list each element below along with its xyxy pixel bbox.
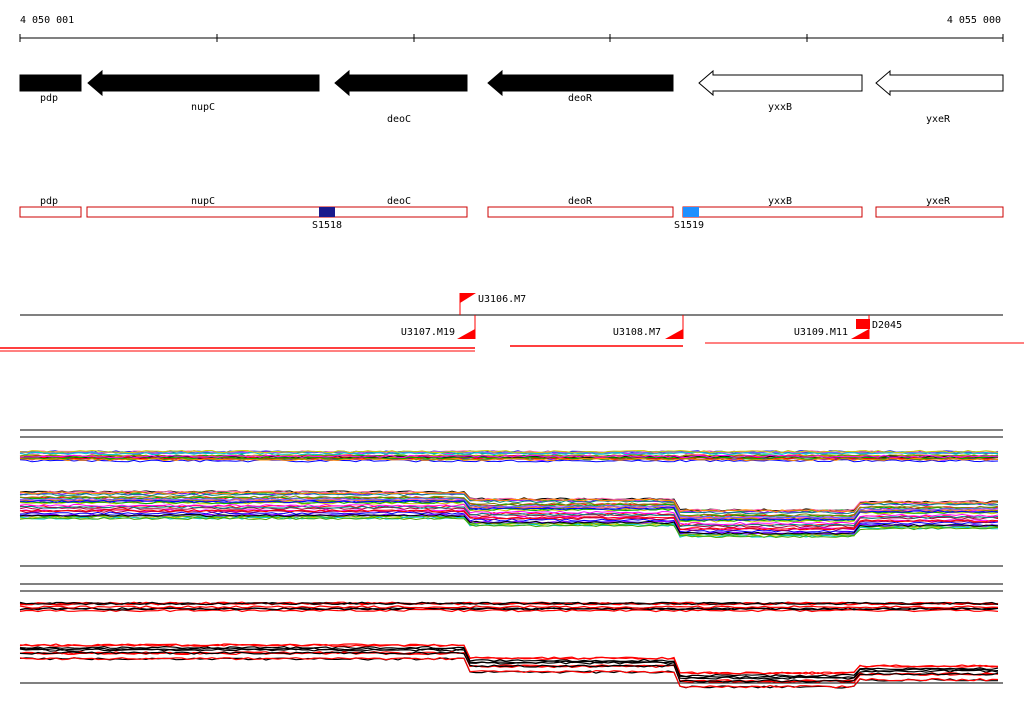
segment-box[interactable]	[682, 206, 863, 218]
unit-flag[interactable]	[457, 329, 475, 339]
segment-box[interactable]	[875, 206, 1004, 218]
gene-arrow[interactable]	[87, 69, 320, 97]
unit-label: D2045	[872, 320, 902, 331]
gene-label: pdp	[40, 93, 58, 104]
unit-flag[interactable]	[851, 329, 869, 339]
gene-nupC[interactable]: nupC	[87, 69, 320, 113]
segment-box[interactable]	[86, 206, 468, 218]
segment-yxxB[interactable]: yxxB S1519	[674, 196, 863, 231]
profile-line	[19, 513, 999, 535]
profile-line	[19, 651, 999, 683]
unit-label: U3108.M7	[613, 327, 661, 338]
profile-line	[19, 493, 999, 515]
profile-line	[19, 495, 999, 517]
profile-line	[20, 499, 999, 521]
gene-label: yxeR	[926, 114, 951, 125]
profile-line	[19, 601, 999, 606]
coordinate-ruler: 4 050 001 4 055 000	[19, 15, 1004, 42]
expression-profiles-lower	[19, 583, 1003, 689]
segment-box[interactable]	[487, 206, 674, 218]
transcript-down-unit[interactable]: U3108.M7	[613, 315, 684, 339]
gene-deoC[interactable]: deoC	[334, 69, 468, 125]
profile-line	[19, 515, 999, 537]
gene-label: nupC	[191, 102, 215, 113]
segment-pdp[interactable]: pdp	[19, 196, 82, 218]
site-marker-s1519[interactable]	[683, 207, 699, 217]
unit-flag[interactable]	[665, 329, 683, 339]
profile-line	[19, 516, 999, 539]
profile-line	[19, 656, 999, 689]
profile-line	[19, 648, 999, 680]
transcript-track: U3106.M7 U3107.M19 U3108.M7 U3109.M11 D2…	[0, 293, 1024, 352]
profile-line	[19, 607, 999, 611]
segment-box[interactable]	[19, 206, 82, 218]
profile-line	[19, 514, 999, 536]
profile-line	[19, 497, 999, 519]
segment-deoR[interactable]: deoR	[487, 196, 674, 218]
segment-label: pdp	[40, 196, 58, 207]
gene-label: yxxB	[768, 102, 792, 113]
transcript-up-unit[interactable]: U3106.M7	[459, 293, 526, 315]
gene-arrow[interactable]	[334, 69, 468, 97]
gene-arrow[interactable]	[875, 69, 1004, 97]
profile-line	[19, 454, 999, 459]
ruler-start-label: 4 050 001	[20, 15, 74, 26]
profile-line	[19, 505, 999, 527]
ruler-end-label: 4 055 000	[947, 15, 1001, 26]
profile-line	[19, 451, 999, 456]
profile-line	[19, 503, 999, 526]
gene-deoR[interactable]: deoR	[487, 69, 674, 104]
gene-arrow[interactable]	[19, 74, 82, 92]
site-marker-s1518[interactable]	[319, 207, 335, 217]
gene-arrow[interactable]	[698, 69, 863, 97]
unit-label: U3107.M19	[401, 327, 455, 338]
profile-line	[19, 500, 999, 522]
expression-profiles-upper	[19, 429, 1003, 567]
profile-line	[19, 449, 999, 454]
profile-line	[19, 647, 999, 679]
profile-line	[19, 457, 998, 462]
profile-line	[19, 608, 999, 613]
unit-block[interactable]	[856, 319, 870, 329]
unit-label: U3109.M11	[794, 327, 848, 338]
segment-label: deoC	[387, 196, 411, 207]
profile-line	[19, 645, 999, 678]
gene-yxeR[interactable]: yxeR	[875, 69, 1004, 125]
gene-pdp[interactable]: pdp	[19, 74, 82, 104]
unit-flag[interactable]	[460, 293, 476, 303]
profile-line	[19, 491, 998, 513]
segment-nupC-deoC[interactable]: nupC deoC S1518	[86, 196, 468, 231]
site-label: S1519	[674, 220, 704, 231]
profile-line	[19, 605, 999, 609]
segment-label: yxxB	[768, 196, 792, 207]
profile-line	[20, 509, 999, 531]
profile-line	[19, 643, 999, 675]
transcript-down-unit[interactable]: U3107.M19	[401, 315, 476, 339]
profile-line	[19, 505, 999, 527]
profile-lines	[19, 449, 999, 539]
gene-arrow[interactable]	[487, 69, 674, 97]
segment-label: deoR	[568, 196, 593, 207]
segment-label: yxeR	[926, 196, 951, 207]
segment-label: nupC	[191, 196, 215, 207]
gene-label: deoC	[387, 114, 411, 125]
transcript-other-unit[interactable]: D2045	[856, 319, 902, 331]
gene-label: deoR	[568, 93, 593, 104]
gene-yxxB[interactable]: yxxB	[698, 69, 863, 113]
site-label: S1518	[312, 220, 342, 231]
segment-yxeR[interactable]: yxeR	[875, 196, 1004, 218]
gene-track: pdp nupC deoC deoR yxxB yxeR	[19, 69, 1004, 125]
profile-line	[19, 511, 999, 533]
segment-track: pdp nupC deoC S1518 deoR yxxB S1519 yxeR	[19, 196, 1004, 231]
unit-label: U3106.M7	[478, 294, 526, 305]
profile-lines	[19, 601, 999, 689]
